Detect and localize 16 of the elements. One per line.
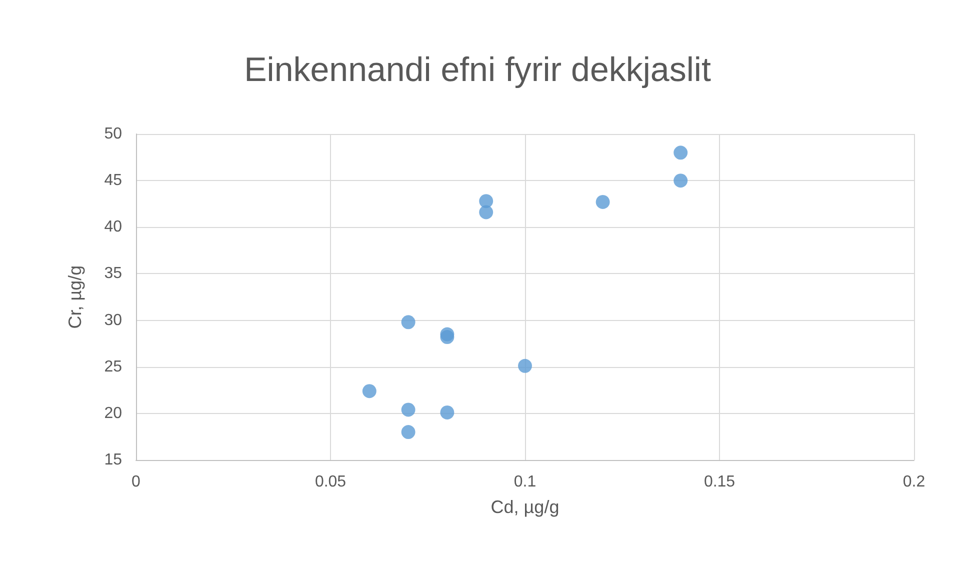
y-tick-label: 25 [104, 358, 122, 376]
y-tick-label: 35 [104, 265, 122, 282]
chart-title: Einkennandi efni fyrir dekkjaslit [244, 51, 712, 89]
x-tick-label: 0.15 [704, 474, 736, 490]
x-tick-label: 0.05 [314, 474, 346, 490]
x-tick-label: 0.1 [514, 474, 536, 490]
x-axis-title: Cd, µg/g [490, 497, 560, 517]
y-tick-label: 30 [104, 312, 122, 329]
y-tick-label: 50 [104, 126, 122, 142]
y-tick-label: 20 [104, 404, 122, 422]
y-tick-label: 15 [104, 452, 122, 468]
x-tick-label: 0 [132, 474, 141, 490]
y-tick-label: 45 [104, 172, 122, 190]
x-tick-label: 0.2 [902, 474, 926, 490]
y-tick-label: 40 [104, 218, 122, 236]
y-axis-title: Cr, µg/g [65, 265, 85, 329]
